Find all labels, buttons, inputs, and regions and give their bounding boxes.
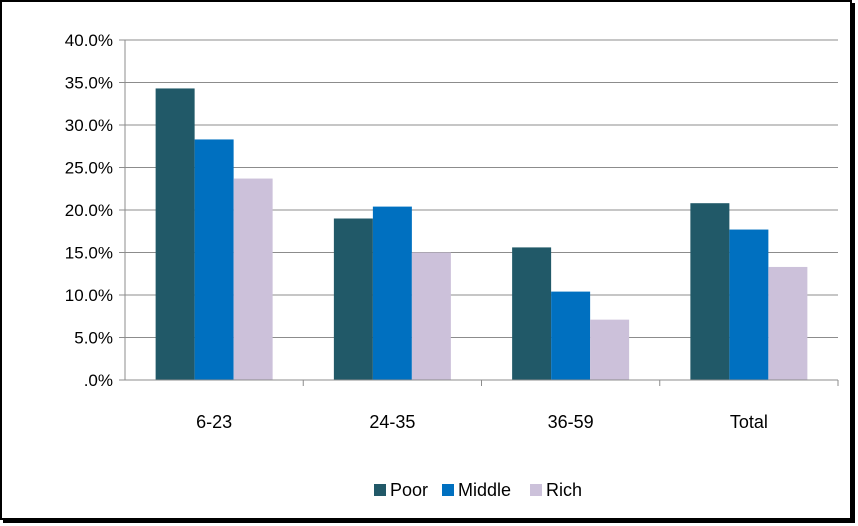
y-tick-label: 30.0%	[65, 116, 113, 135]
y-tick-label: .0%	[84, 371, 113, 390]
bar-poor-6-23	[155, 88, 195, 380]
bar-rich-24-35	[411, 252, 451, 380]
legend-swatch-poor	[374, 484, 386, 496]
bar-poor-24-35	[333, 218, 373, 380]
bar-poor-36-59	[512, 247, 552, 380]
bar-middle-36-59	[551, 291, 591, 380]
y-tick-label: 25.0%	[65, 159, 113, 178]
y-tick-label: 15.0%	[65, 244, 113, 263]
bar-rich-total	[768, 266, 808, 380]
x-category-label: Total	[730, 412, 768, 432]
bar-middle-total	[729, 229, 769, 380]
axes	[119, 39, 839, 386]
bar-poor-total	[690, 203, 730, 380]
y-tick-label: 5.0%	[74, 329, 113, 348]
bar-middle-24-35	[372, 206, 412, 380]
x-axis-category-labels: 6-23 24-35 36-59 Total	[196, 412, 768, 432]
y-tick-label: 10.0%	[65, 286, 113, 305]
legend-swatch-rich	[530, 484, 542, 496]
x-category-label: 6-23	[196, 412, 232, 432]
bar-rich-36-59	[590, 319, 630, 380]
x-category-label: 24-35	[369, 412, 415, 432]
y-tick-label: 20.0%	[65, 201, 113, 220]
legend-label-middle: Middle	[458, 480, 511, 500]
legend-swatch-middle	[442, 484, 454, 496]
bar-rich-6-23	[233, 178, 273, 380]
y-axis-tick-labels: .0% 5.0% 10.0% 15.0% 20.0% 25.0% 30.0% 35.0% 40.…	[65, 31, 113, 390]
bar-middle-6-23	[194, 139, 234, 380]
legend-label-poor: Poor	[390, 480, 428, 500]
bars	[155, 88, 808, 380]
x-category-label: 36-59	[548, 412, 594, 432]
legend-label-rich: Rich	[546, 480, 582, 500]
legend: Poor Middle Rich	[374, 480, 582, 500]
y-tick-label: 35.0%	[65, 74, 113, 93]
y-tick-label: 40.0%	[65, 31, 113, 50]
